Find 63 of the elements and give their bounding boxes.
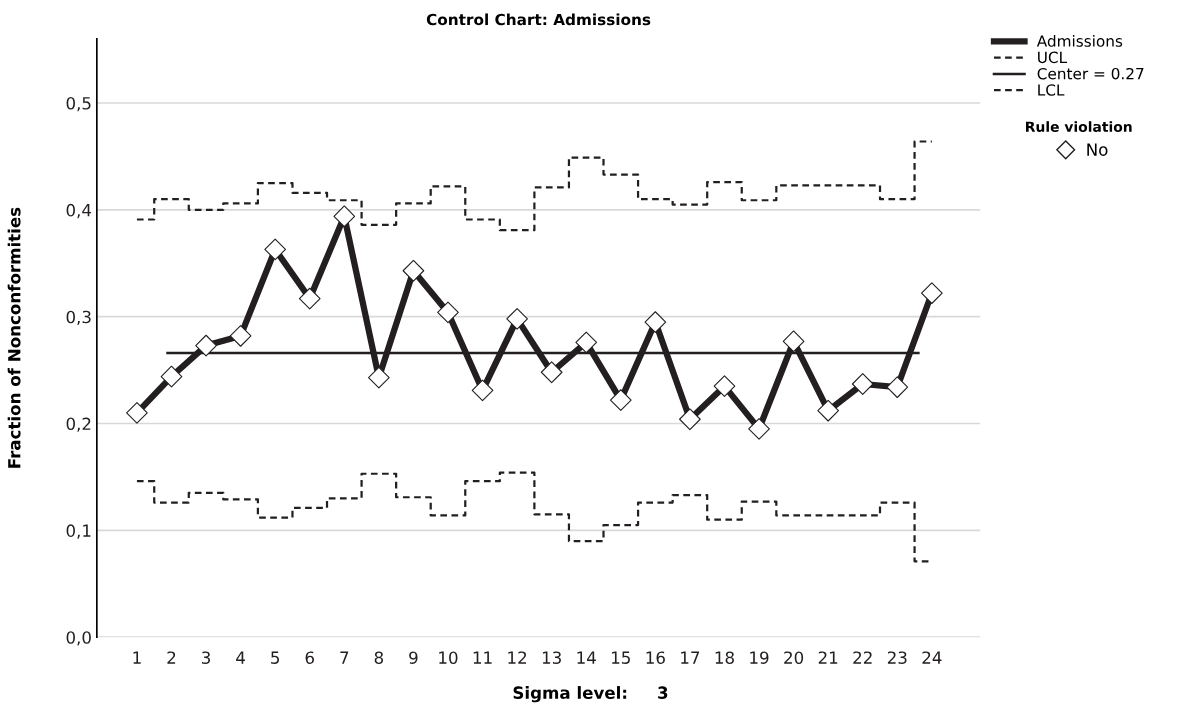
y-tick-label: 0,4 [66, 203, 92, 219]
y-tick-label: 0,0 [66, 631, 91, 646]
point [229, 325, 252, 347]
point [195, 334, 217, 357]
y-tick-label: 0,1 [66, 524, 91, 539]
point [298, 287, 321, 310]
y-tick-label: 0,5 [66, 97, 91, 112]
point [368, 366, 390, 389]
x-tick-label: 4 [236, 651, 245, 664]
x-tick-label: 11 [473, 651, 492, 664]
x-tick-label: 21 [818, 651, 838, 664]
point [886, 376, 909, 399]
point [920, 282, 943, 305]
x-tick-label: 8 [374, 651, 384, 664]
point [644, 311, 667, 333]
point [264, 238, 287, 261]
point [817, 399, 840, 422]
x-tick-label: 17 [681, 651, 700, 664]
legend-title: Rule violation [1026, 121, 1132, 132]
x-tick-label: 5 [271, 651, 280, 664]
x-tick-label: 20 [784, 651, 804, 664]
point [471, 379, 494, 402]
legend-label: UCL [1038, 51, 1068, 64]
x-tick-label: 14 [577, 651, 596, 664]
y-tick-label: 0,3 [66, 310, 91, 325]
x-tick-label: 22 [853, 651, 872, 664]
x-tick-label: 2 [167, 651, 176, 664]
legend-label: No [1087, 143, 1108, 156]
legend-label: Center = 0.27 [1037, 67, 1144, 80]
point [402, 259, 425, 282]
point [748, 418, 770, 440]
x-tick-label: 12 [508, 651, 527, 664]
legend-label: Admissions [1036, 34, 1123, 47]
y-axis-title: Fraction of Nonconformities [7, 207, 21, 468]
x-tick-label: 19 [750, 651, 769, 664]
x-tick-label: 13 [542, 651, 561, 664]
point [851, 373, 874, 395]
point [333, 205, 356, 228]
x-tick-label: 24 [922, 651, 942, 664]
x-tick-label: 6 [305, 651, 314, 664]
point [713, 375, 736, 397]
point [782, 330, 805, 353]
x-tick-label: 15 [612, 651, 630, 664]
y-tick-label: 0,2 [66, 417, 91, 432]
point [540, 361, 563, 384]
point [126, 401, 148, 424]
point [575, 331, 598, 354]
x-tick-label: 18 [715, 651, 734, 664]
text: Sigma level: 3 [513, 686, 668, 703]
x-tick-label: 23 [887, 651, 907, 664]
point [506, 307, 528, 330]
x-tick-label: 7 [340, 651, 349, 664]
legend-label: LCL [1038, 84, 1065, 96]
point [679, 408, 701, 431]
x-tick-label: 3 [202, 651, 211, 664]
point [437, 301, 459, 324]
x-tick-label: 16 [646, 651, 665, 664]
x-tick-label: 1 [133, 651, 141, 664]
x-tick-label: 9 [409, 651, 418, 664]
chart-title: Control Chart: Admissions [426, 13, 651, 26]
x-tick-label: 10 [439, 651, 458, 664]
point [160, 365, 183, 388]
point [609, 389, 632, 411]
